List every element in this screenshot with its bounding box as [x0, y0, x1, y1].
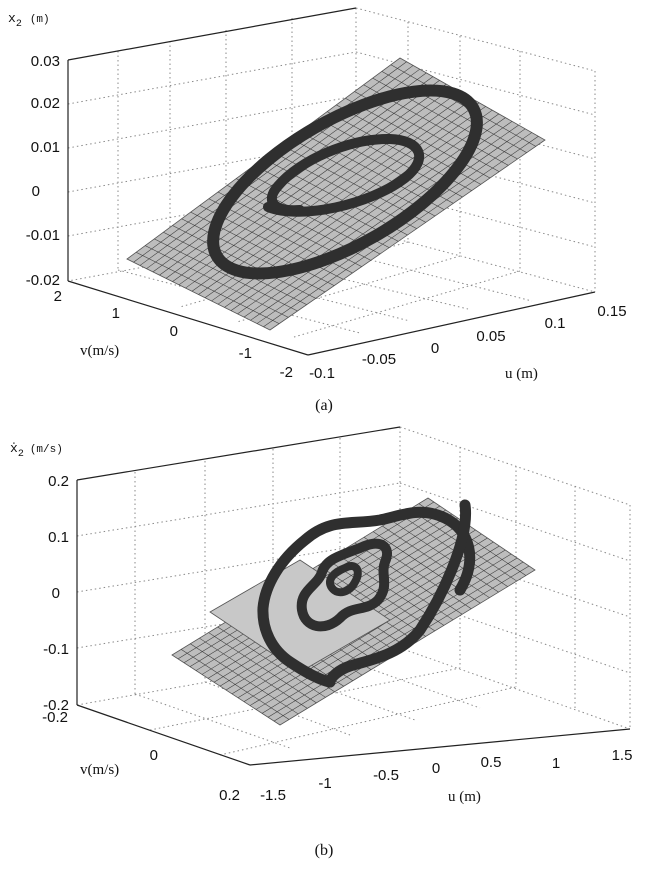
- y-tick: -0.2: [42, 709, 68, 726]
- panel-b-x-label: u (m): [448, 789, 481, 805]
- mesh-line: [198, 98, 473, 295]
- z-tick: -0.02: [26, 272, 60, 289]
- mesh-line: [191, 95, 467, 292]
- mesh-line: [178, 87, 453, 286]
- y-tick: -1: [239, 345, 252, 362]
- panel-a-x-label: u (m): [505, 366, 538, 382]
- x-tick: -1: [318, 775, 331, 792]
- z-tick: -0.2: [43, 697, 69, 714]
- x-tick: 0: [431, 340, 439, 357]
- y-tick: -2: [280, 364, 293, 381]
- mesh-line: [204, 102, 480, 298]
- panel-a-trajectory: [207, 84, 483, 280]
- x-tick: 0.5: [481, 754, 502, 771]
- panel-b-x-ticks: -1.5 -1 -0.5 0 0.5 1 1.5: [260, 747, 632, 804]
- z-tick: -0.01: [26, 227, 60, 244]
- x-tick: 0.1: [545, 315, 566, 332]
- mesh-line: [159, 76, 434, 276]
- mesh-line: [263, 136, 539, 327]
- panel-b: 0.2 0.1 0 -0.1 -0.2 -0.2 0 0.2 -1.5 -1 -…: [10, 426, 632, 859]
- x-tick: -0.1: [309, 365, 335, 382]
- z-tick: 0.01: [31, 139, 60, 156]
- y-tick: 0: [170, 323, 178, 340]
- mesh-line: [185, 91, 460, 289]
- x-tick: 1: [552, 755, 560, 772]
- mesh-line: [267, 561, 524, 718]
- panel-a-x-ticks: -0.1 -0.05 0 0.05 0.1 0.15: [309, 303, 627, 382]
- panel-b-caption: (b): [315, 842, 334, 859]
- z-tick: -0.1: [43, 641, 69, 658]
- panel-a-z-label: x2 (m): [8, 11, 50, 30]
- y-tick: 0: [150, 747, 158, 764]
- z-tick: 0.1: [48, 529, 69, 546]
- z-tick: 0.02: [31, 95, 60, 112]
- x-tick: -1.5: [260, 787, 286, 804]
- y-tick: 1: [112, 305, 120, 322]
- panel-b-trajectory: [257, 499, 476, 688]
- panel-b-z-ticks: 0.2 0.1 0 -0.1 -0.2: [43, 473, 69, 714]
- x-tick: 1.5: [612, 747, 633, 764]
- z-tick: 0.03: [31, 53, 60, 70]
- panel-a-z-ticks: 0.03 0.02 0.01 0 -0.01 -0.02: [26, 53, 60, 289]
- panel-a-surface-mesh: [133, 61, 539, 327]
- z-tick: 0.2: [48, 473, 69, 490]
- y-tick: 0.2: [219, 787, 240, 804]
- panel-b-y-label: v(m/s): [80, 762, 119, 778]
- panel-a-caption: (a): [315, 397, 333, 414]
- panel-a-y-ticks: 2 1 0 -1 -2: [54, 288, 293, 381]
- z-tick: 0: [32, 183, 40, 200]
- x-tick: -0.05: [362, 351, 396, 368]
- panel-a-surface: [126, 57, 546, 331]
- panel-b-y-ticks: -0.2 0 0.2: [42, 709, 240, 804]
- x-tick: 0.15: [597, 303, 626, 320]
- x-tick: 0.05: [476, 328, 505, 345]
- panel-b-z-label: ẋ2 (m/s): [10, 441, 63, 460]
- x-tick: 0: [432, 760, 440, 777]
- x-tick: -0.5: [373, 767, 399, 784]
- mesh-line: [243, 124, 519, 318]
- y-tick: 2: [54, 288, 62, 305]
- mesh-line: [261, 557, 518, 714]
- mesh-line: [230, 117, 506, 311]
- panel-a: 0.03 0.02 0.01 0 -0.01 -0.02 2 1 0 -1 -2…: [8, 7, 627, 414]
- panel-a-y-label: v(m/s): [80, 343, 119, 359]
- z-tick: 0: [52, 585, 60, 602]
